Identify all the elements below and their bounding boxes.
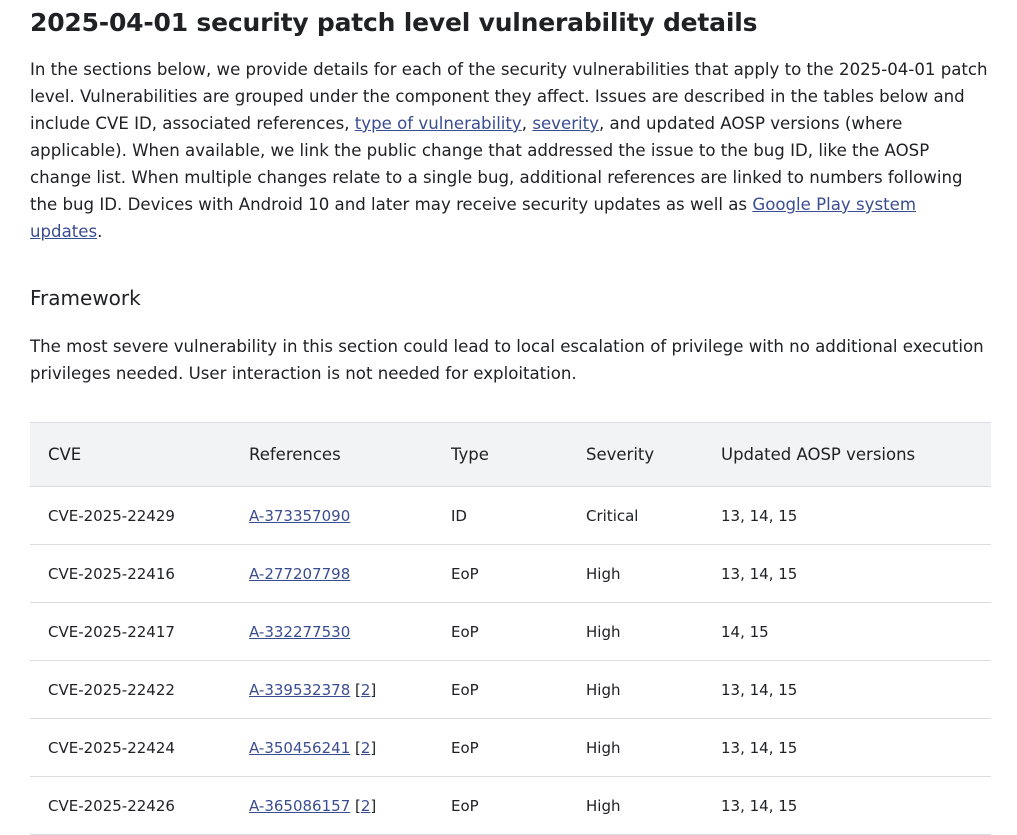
column-header: Severity <box>568 422 703 487</box>
table-header-row: CVE References Type Severity Updated AOSP ve… <box>30 422 991 487</box>
vulnerability-type: ID <box>433 486 568 545</box>
section-description: The most severe vulnerability in this se… <box>30 337 984 383</box>
vulnerability-type: EoP <box>433 660 568 719</box>
column-header: CVE <box>30 422 231 487</box>
additional-reference-link[interactable]: 2 <box>360 680 371 699</box>
table-row: CVE-2025-22417 A-332277530 EoP High 14, 15 <box>30 602 991 661</box>
bug-reference-link[interactable]: A-277207798 <box>249 564 351 583</box>
table-row: CVE-2025-22422 A-339532378 [2] EoP High 13, … <box>30 660 991 719</box>
bug-reference-link[interactable]: A-350456241 <box>249 738 351 757</box>
article: 2025-04-01 security patch level vulnerab… <box>30 0 992 835</box>
bug-reference-link[interactable]: A-339532378 <box>249 680 351 699</box>
cve-id: CVE-2025-22426 <box>30 776 231 835</box>
cve-id: CVE-2025-22422 <box>30 660 231 719</box>
column-header: Type <box>433 422 568 487</box>
table-row: CVE-2025-22424 A-350456241 [2] EoP High 13, … <box>30 718 991 777</box>
framework-vulnerability-table: CVE References Type Severity Updated AOSP ve… <box>30 422 991 835</box>
intro-text: , <box>521 114 533 133</box>
intro-text: , and updated AOSP versions (where appli… <box>30 114 963 214</box>
references-cell: A-373357090 <box>231 486 433 545</box>
aosp-versions: 13, 14, 15 <box>703 660 991 719</box>
references-cell: A-339532378 [2] <box>231 660 433 719</box>
references-cell: A-332277530 <box>231 602 433 661</box>
cve-id: CVE-2025-22429 <box>30 486 231 545</box>
aosp-versions: 13, 14, 15 <box>703 544 991 603</box>
vulnerability-type: EoP <box>433 544 568 603</box>
section-heading-framework: Framework <box>30 286 141 310</box>
severity: High <box>568 660 703 719</box>
severity: High <box>568 602 703 661</box>
severity: Critical <box>568 486 703 545</box>
vulnerability-type: EoP <box>433 718 568 777</box>
intro-text: . <box>97 222 103 241</box>
cve-id: CVE-2025-22417 <box>30 602 231 661</box>
severity: High <box>568 718 703 777</box>
column-header: References <box>231 422 433 487</box>
intro-paragraph: In the sections below, we provide detail… <box>30 56 992 245</box>
type-of-vulnerability-link[interactable]: type of vulnerability <box>354 114 522 133</box>
bug-reference-link[interactable]: A-332277530 <box>249 622 351 641</box>
references-cell: A-365086157 [2] <box>231 776 433 835</box>
aosp-versions: 13, 14, 15 <box>703 486 991 545</box>
table-row: CVE-2025-22426 A-365086157 [2] EoP High 13, … <box>30 776 991 835</box>
intro-text: In the sections below, we provide detail… <box>30 60 988 133</box>
bug-reference-link[interactable]: A-373357090 <box>249 506 351 525</box>
table-row: CVE-2025-22416 A-277207798 EoP High 13, 14, … <box>30 544 991 603</box>
additional-reference-link[interactable]: 2 <box>360 738 371 757</box>
references-cell: A-277207798 <box>231 544 433 603</box>
cve-id: CVE-2025-22424 <box>30 718 231 777</box>
bug-reference-link[interactable]: A-365086157 <box>249 796 351 815</box>
aosp-versions: 13, 14, 15 <box>703 776 991 835</box>
severity-link[interactable]: severity <box>532 114 599 133</box>
additional-reference-link[interactable]: 2 <box>360 796 371 815</box>
severity: High <box>568 544 703 603</box>
references-cell: A-350456241 [2] <box>231 718 433 777</box>
severity: High <box>568 776 703 835</box>
vulnerability-type: EoP <box>433 776 568 835</box>
cve-id: CVE-2025-22416 <box>30 544 231 603</box>
aosp-versions: 13, 14, 15 <box>703 718 991 777</box>
aosp-versions: 14, 15 <box>703 602 991 661</box>
table-row: CVE-2025-22429 A-373357090 ID Critical 13, 1… <box>30 486 991 545</box>
page-title: 2025-04-01 security patch level vulnerab… <box>30 8 758 37</box>
column-header: Updated AOSP versions <box>703 422 991 487</box>
vulnerability-type: EoP <box>433 602 568 661</box>
google-play-system-updates-link[interactable]: Google Play system updates <box>30 195 917 241</box>
